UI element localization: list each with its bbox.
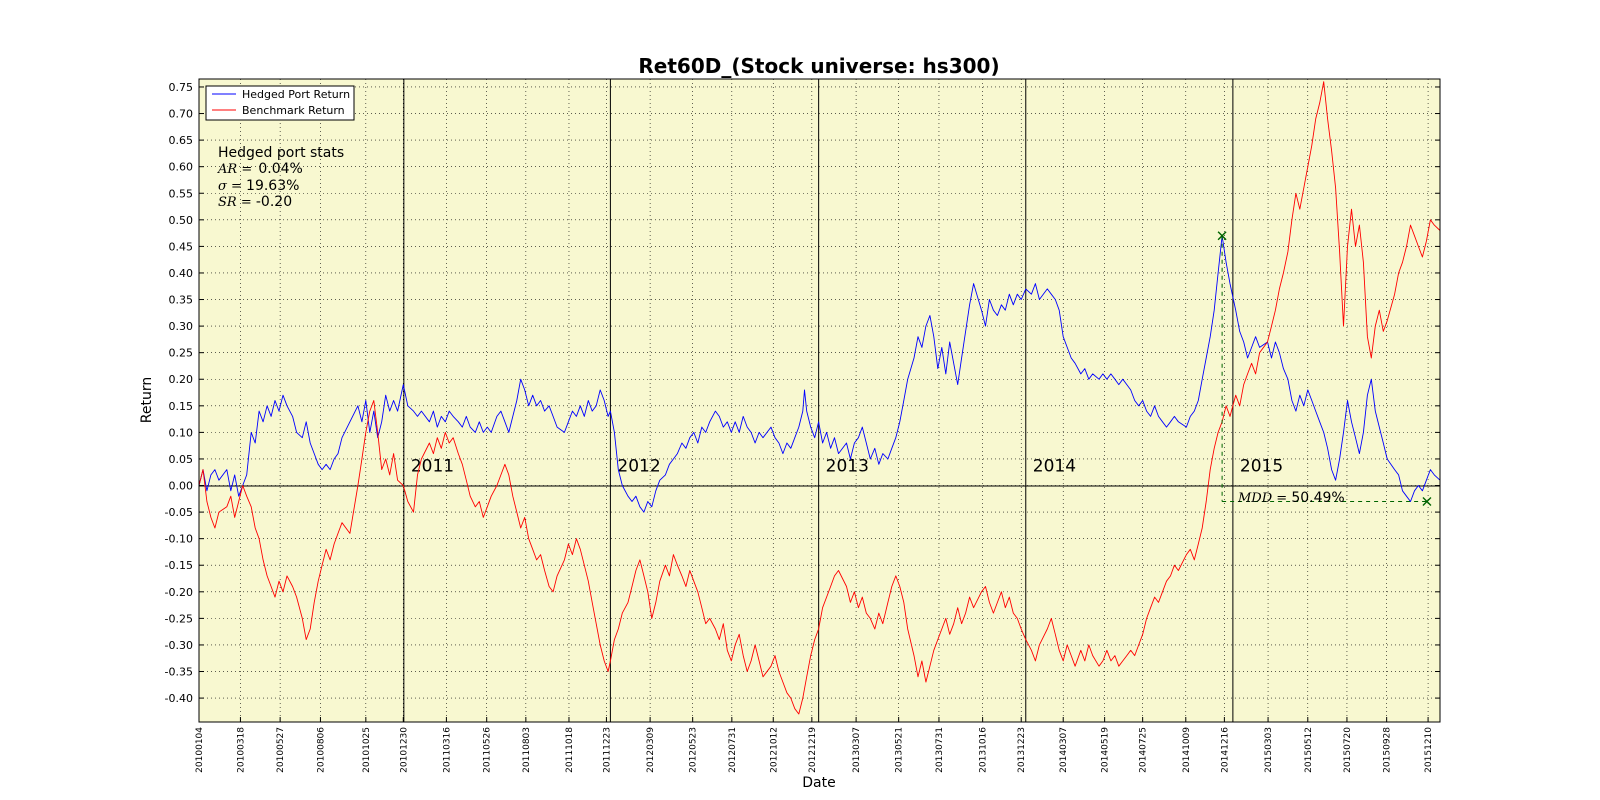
y-tick-label: 0.20 [169, 373, 194, 386]
legend-box [205, 85, 355, 121]
x-tick-label: 20151210 [1424, 727, 1434, 773]
chart-title: Ret60D_(Stock universe: hs300) [638, 54, 999, 78]
x-tick-label: 20120523 [689, 727, 699, 773]
series-layer [198, 81, 1441, 715]
x-tick-label: 20130731 [935, 727, 945, 773]
year-label: 2015 [1240, 457, 1283, 477]
y-tick-label: 0.40 [169, 267, 194, 280]
stats-sr-equals: = [237, 195, 256, 210]
x-tick-label: 20141216 [1220, 727, 1230, 773]
x-tick-label: 20130307 [852, 727, 862, 773]
x-tick-label: 20121012 [769, 727, 779, 773]
mdd-trough-marker-stroke-b [1422, 496, 1432, 506]
x-tick-label: 20111018 [565, 727, 575, 773]
stats-sr-line: SR = -0.20 [218, 194, 292, 210]
x-tick-label: 20110526 [483, 727, 493, 773]
stats-sigma-line: σ = 19.63% [218, 178, 299, 194]
x-tick-label: 20150928 [1383, 727, 1393, 773]
x-tick-label: 20150303 [1264, 727, 1274, 773]
grid-layer [198, 79, 1440, 722]
x-tick-label: 20140519 [1101, 727, 1111, 773]
y-axis-title: Return [139, 377, 155, 423]
x-tick-label: 20150512 [1304, 727, 1314, 773]
y-tick-label: -0.10 [165, 533, 193, 546]
stats-sr-symbol: SR [218, 195, 237, 210]
y-tick-label: 0.60 [169, 161, 194, 174]
x-tick-label: 20120309 [646, 727, 656, 773]
x-tick-label: 20131016 [979, 727, 989, 773]
y-tick-label: 0.45 [169, 240, 194, 253]
y-tick-label: -0.35 [165, 666, 193, 679]
x-tick-label: 20140725 [1139, 727, 1149, 773]
stats-sigma-symbol: σ [218, 179, 228, 194]
mdd-symbol: MDD [1237, 491, 1273, 506]
mdd-value: 50.49% [1291, 490, 1344, 506]
y-tick-layer: 0.75 0.70 0.65 0.60 0.55 0.50 0.45 0.40 0.35 0.30… [165, 81, 1440, 705]
y-tick-label: 0.15 [169, 400, 194, 413]
x-tick-label: 20111223 [602, 727, 612, 773]
y-tick-label: 0.65 [169, 134, 194, 147]
y-tick-label: 0.25 [169, 347, 194, 360]
x-tick-label: 20100806 [316, 727, 326, 773]
y-tick-label: -0.15 [165, 559, 193, 572]
x-tick-label: 20140307 [1059, 727, 1069, 773]
y-tick-label: 0.10 [169, 426, 194, 439]
year-label: 2013 [826, 457, 869, 477]
x-tick-label: 20121219 [808, 727, 818, 773]
stats-heading: Hedged port stats [218, 145, 344, 161]
x-tick-label: 20120731 [728, 727, 738, 773]
y-tick-label: 0.05 [169, 453, 194, 466]
x-tick-label: 20100104 [195, 727, 205, 773]
x-tick-label: 20131223 [1017, 727, 1027, 773]
y-tick-label: 0.00 [169, 480, 194, 493]
y-tick-label: -0.25 [165, 612, 193, 625]
y-tick-label: 0.55 [169, 187, 194, 200]
stats-annotation: Hedged port stats AR = 0.04% σ = 19.63% … [217, 145, 344, 210]
x-tick-label: 20130521 [895, 727, 905, 773]
legend: Hedged Port Return Benchmark Return [205, 85, 355, 121]
x-tick-layer: 20100104 20100318 20100527 20100806 20101025… [195, 717, 1434, 773]
stats-ar-symbol: AR [217, 162, 237, 177]
y-tick-label: -0.40 [165, 692, 193, 705]
y-tick-label: 0.75 [169, 81, 194, 94]
year-label: 2014 [1033, 457, 1076, 477]
x-tick-label: 20100318 [236, 727, 246, 773]
mdd-peak-marker-stroke-b [1217, 231, 1227, 241]
x-tick-label: 20141009 [1182, 727, 1192, 773]
y-tick-label: -0.30 [165, 639, 193, 652]
mdd-marker-layer [1217, 231, 1432, 506]
year-label: 2011 [411, 457, 454, 477]
y-tick-label: 0.70 [169, 108, 194, 121]
legend-label-benchmark: Benchmark Return [242, 104, 345, 117]
x-axis-title: Date [802, 775, 835, 791]
x-tick-label: 20100527 [276, 727, 286, 773]
mdd-equals: = [1272, 491, 1291, 506]
y-tick-label: -0.05 [165, 506, 193, 519]
x-tick-label: 20150720 [1343, 727, 1353, 773]
x-tick-label: 20110803 [522, 727, 532, 773]
stats-sr-value: -0.20 [256, 194, 292, 210]
legend-label-hedged: Hedged Port Return [242, 88, 350, 101]
stats-ar-value: 0.04% [258, 161, 302, 177]
y-tick-label: 0.35 [169, 294, 194, 307]
mdd-peak-marker [1217, 231, 1227, 241]
mdd-trough-marker [1422, 496, 1432, 506]
y-tick-label: -0.20 [165, 586, 193, 599]
stats-sigma-value: 19.63% [246, 178, 299, 194]
stats-ar-line: AR = 0.04% [217, 161, 303, 177]
stats-sigma-equals: = [227, 179, 246, 194]
y-tick-label: 0.30 [169, 320, 194, 333]
x-tick-label: 20110316 [442, 727, 452, 773]
stats-ar-equals: = [237, 162, 256, 177]
mdd-annotation: MDD = 50.49% [1237, 490, 1345, 506]
series-line-hedged-port-return [198, 235, 1441, 513]
series-line-benchmark-return [198, 81, 1441, 715]
x-tick-label: 20101230 [399, 727, 409, 773]
y-tick-label: 0.50 [169, 214, 194, 227]
year-divider-layer: 2011 2012 2013 2014 2015 [403, 79, 1283, 722]
plot-area-frame [198, 78, 1441, 723]
x-tick-label: 20101025 [362, 727, 372, 773]
year-label: 2012 [617, 457, 660, 477]
